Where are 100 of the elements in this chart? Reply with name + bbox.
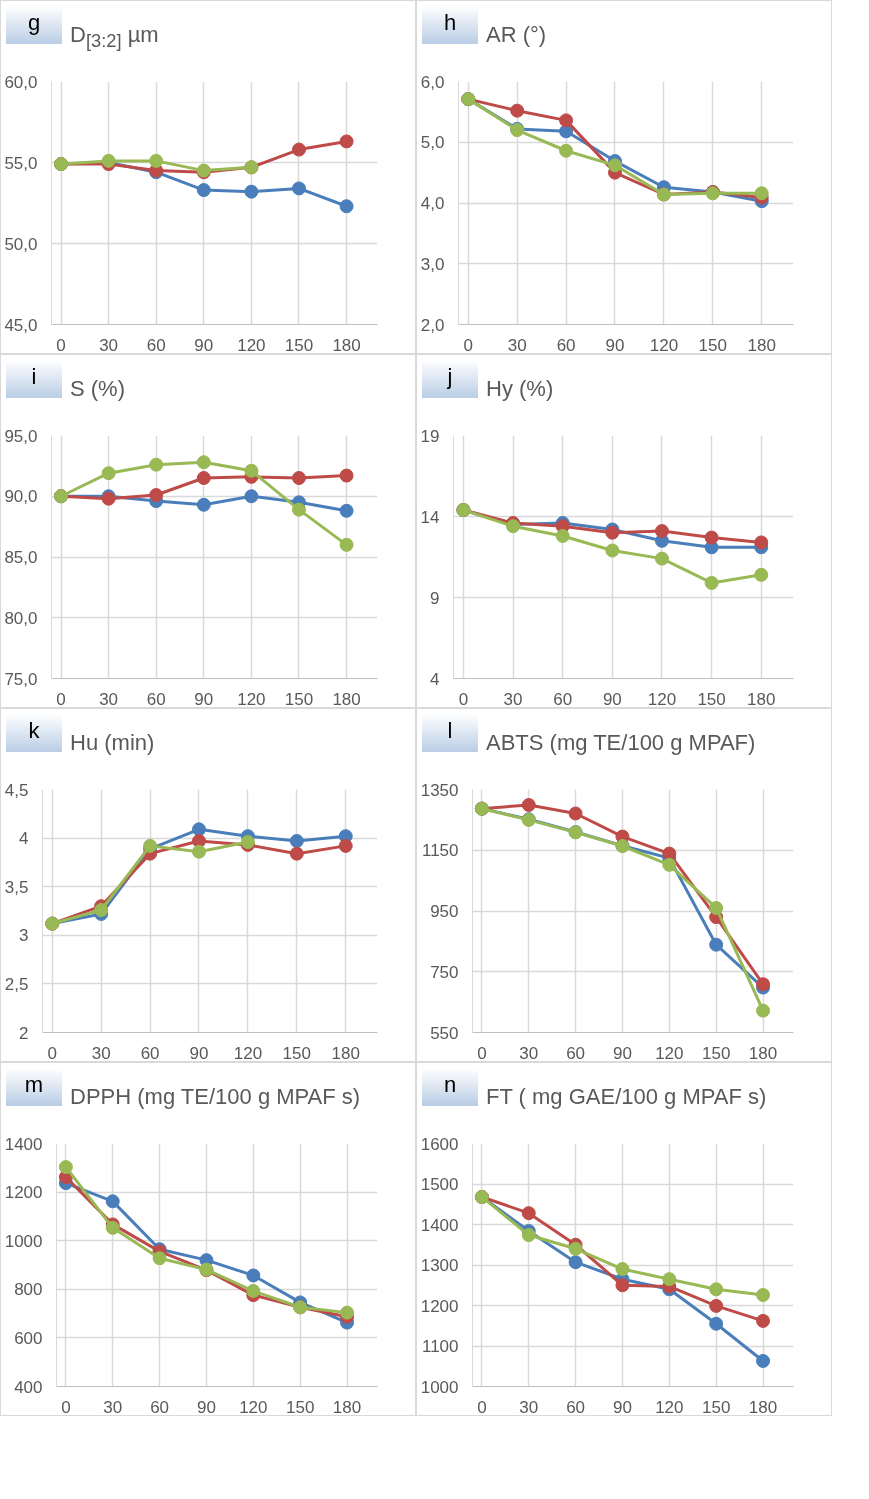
x-tick-label: 90 <box>189 1043 209 1063</box>
x-tick-label: 150 <box>702 1043 731 1063</box>
x-tick-label: 180 <box>747 335 776 355</box>
x-tick-label: 0 <box>463 335 474 355</box>
x-tick-label: 30 <box>99 335 119 355</box>
x-tick-label: 180 <box>332 335 361 355</box>
x-tick-label: 120 <box>233 1043 263 1063</box>
chart-title: Hy (%) <box>486 375 554 403</box>
x-tick-label: 180 <box>332 689 361 709</box>
text: m <box>6 1068 62 1106</box>
y-tick-label: 1400 <box>420 1215 459 1235</box>
y-tick-label: 400 <box>14 1377 43 1397</box>
x-tick-label: 150 <box>284 335 314 355</box>
y-tick-label: 60,0 <box>4 72 38 92</box>
y-tick-label: 3,0 <box>420 254 445 274</box>
y-tick-label: 2 <box>19 1023 29 1043</box>
x-tick-label: 60 <box>566 1043 586 1063</box>
text: l <box>422 714 478 752</box>
chart-title: S (%) <box>70 375 125 403</box>
chart-title: Hu (min) <box>70 729 155 757</box>
y-tick-label: 750 <box>430 962 459 982</box>
y-tick-label: 1000 <box>420 1377 459 1397</box>
x-tick-label: 30 <box>99 689 119 709</box>
y-tick-label: 950 <box>430 902 459 921</box>
x-tick-label: 90 <box>194 335 214 355</box>
y-tick-label: 4 <box>19 829 29 849</box>
y-tick-label: 4,0 <box>420 194 445 213</box>
x-tick-label: 120 <box>647 689 677 709</box>
y-tick-label: 19 <box>420 426 440 446</box>
y-tick-label: 600 <box>14 1328 43 1348</box>
text: g <box>6 6 62 44</box>
text: j <box>422 360 478 398</box>
x-tick-label: 180 <box>748 1397 778 1417</box>
y-tick-label: 1200 <box>420 1296 459 1316</box>
y-tick-label: 800 <box>14 1280 43 1300</box>
x-tick-label: 150 <box>282 1043 311 1063</box>
chart-title: AR (°) <box>486 21 547 49</box>
y-tick-label: 1200 <box>4 1183 43 1203</box>
y-tick-label: 6,0 <box>420 72 445 92</box>
y-tick-label: 45,0 <box>4 315 38 335</box>
chart-title: FT ( mg GAE/100 g MPAF s) <box>486 1083 767 1111</box>
y-tick-label: 4 <box>430 669 440 689</box>
y-tick-label: 1500 <box>420 1175 459 1194</box>
text: k <box>6 714 62 752</box>
x-tick-label: 30 <box>507 335 527 355</box>
y-tick-label: 5,0 <box>420 133 445 153</box>
x-tick-label: 30 <box>519 1397 539 1417</box>
x-tick-label: 0 <box>56 689 66 709</box>
chart-title: D$_{[3:2]}$ µm <box>70 21 159 54</box>
y-tick-label: 85,0 <box>4 548 38 567</box>
x-tick-label: 90 <box>602 689 622 709</box>
x-tick-label: 60 <box>553 689 573 709</box>
x-tick-label: 90 <box>197 1397 216 1417</box>
x-tick-label: 120 <box>239 1397 268 1417</box>
y-tick-label: 1600 <box>420 1134 459 1154</box>
x-tick-label: 150 <box>702 1397 731 1417</box>
y-tick-label: 55,0 <box>4 153 38 173</box>
x-tick-label: 30 <box>103 1397 123 1417</box>
x-tick-label: 150 <box>697 689 726 709</box>
x-tick-label: 0 <box>477 1397 487 1417</box>
x-tick-label: 90 <box>613 1043 632 1063</box>
x-tick-label: 60 <box>556 335 576 355</box>
x-tick-label: 120 <box>655 1043 684 1063</box>
y-tick-label: 75,0 <box>4 669 38 689</box>
x-tick-label: 60 <box>140 1043 160 1063</box>
y-tick-label: 550 <box>430 1023 459 1043</box>
x-tick-label: 150 <box>698 335 727 355</box>
x-tick-label: 60 <box>146 335 166 355</box>
y-tick-label: 14 <box>420 507 440 527</box>
x-tick-label: 150 <box>284 689 314 709</box>
x-tick-label: 120 <box>649 335 679 355</box>
y-tick-label: 3,5 <box>4 877 29 897</box>
x-tick-label: 90 <box>605 335 625 355</box>
chart-title: DPPH (mg TE/100 g MPAF s) <box>70 1083 361 1111</box>
x-tick-label: 60 <box>566 1397 586 1417</box>
y-tick-label: 2,0 <box>420 315 445 335</box>
x-tick-label: 0 <box>56 335 66 355</box>
x-tick-label: 0 <box>477 1043 487 1063</box>
x-tick-label: 180 <box>747 689 776 709</box>
x-tick-label: 0 <box>458 689 469 709</box>
y-tick-label: 1100 <box>421 1337 459 1356</box>
x-tick-label: 180 <box>331 1043 360 1063</box>
y-tick-label: 90,0 <box>4 487 38 507</box>
x-tick-label: 180 <box>332 1397 362 1417</box>
x-tick-label: 60 <box>146 689 166 709</box>
x-tick-label: 120 <box>655 1397 684 1417</box>
y-tick-label: 9 <box>430 588 440 608</box>
y-tick-label: 1000 <box>4 1231 43 1251</box>
chart-title: ABTS (mg TE/100 g MPAF) <box>486 729 756 757</box>
y-tick-label: 80,0 <box>4 608 38 628</box>
x-tick-label: 30 <box>503 689 523 709</box>
y-tick-label: 1400 <box>4 1134 43 1154</box>
text: n <box>422 1068 478 1106</box>
x-tick-label: 30 <box>519 1043 539 1063</box>
y-tick-label: 50,0 <box>4 234 38 254</box>
x-tick-label: 150 <box>286 1397 315 1417</box>
x-tick-label: 90 <box>613 1397 632 1417</box>
x-tick-label: 0 <box>47 1043 58 1063</box>
y-tick-label: 1350 <box>420 780 459 800</box>
x-tick-label: 180 <box>748 1043 778 1063</box>
